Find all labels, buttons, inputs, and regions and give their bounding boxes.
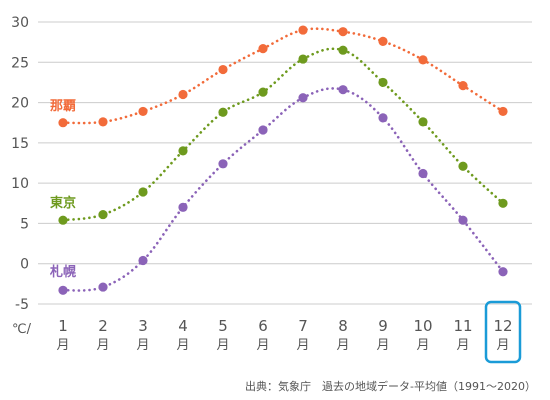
series-label: 札幌 bbox=[49, 264, 76, 280]
series-layer bbox=[58, 25, 508, 295]
x-tick-unit: 月 bbox=[416, 338, 429, 353]
data-point bbox=[338, 85, 348, 95]
grid bbox=[38, 21, 532, 305]
x-tick-label: 10 bbox=[413, 317, 432, 335]
x-tick-label: 2 bbox=[98, 317, 108, 335]
source-note: 出典：気象庁 過去の地域データ-平均値（1991〜2020） bbox=[245, 379, 536, 393]
data-point bbox=[458, 161, 468, 171]
data-point bbox=[378, 113, 388, 123]
data-point bbox=[458, 81, 468, 91]
x-tick-unit: 月 bbox=[456, 338, 469, 353]
data-point bbox=[298, 25, 308, 35]
data-point bbox=[378, 77, 388, 88]
series-label: 東京 bbox=[50, 195, 76, 211]
series-line bbox=[61, 47, 505, 222]
y-tick-label: 10 bbox=[11, 176, 29, 192]
series-2 bbox=[58, 45, 508, 225]
data-point bbox=[218, 159, 228, 169]
data-point bbox=[178, 89, 188, 100]
data-point bbox=[58, 285, 68, 295]
data-point bbox=[258, 125, 268, 135]
data-point bbox=[338, 45, 348, 55]
data-point bbox=[298, 93, 308, 103]
x-axis-ticks: 1 月 2 月 3 月 4 月 5 月 6 月 7 月 8 月 9 月 10 月 11 月 12 月 bbox=[56, 317, 512, 353]
data-point bbox=[98, 282, 108, 292]
x-tick-unit: 月 bbox=[256, 338, 269, 353]
x-tick-unit: 月 bbox=[296, 338, 309, 353]
y-axis-ticks: 30 25 20 15 10 5 0 -5 bbox=[11, 15, 29, 313]
x-tick-unit: 月 bbox=[96, 338, 109, 353]
data-point bbox=[138, 187, 148, 197]
data-point bbox=[258, 87, 268, 97]
highlight-box bbox=[484, 300, 522, 364]
x-tick-label: 5 bbox=[218, 317, 228, 335]
x-tick-label: 6 bbox=[258, 317, 268, 335]
data-point bbox=[218, 64, 228, 75]
y-tick-label: -5 bbox=[15, 297, 29, 313]
x-tick-unit: 月 bbox=[56, 338, 69, 353]
data-point bbox=[258, 43, 268, 54]
highlight-layer bbox=[484, 300, 522, 364]
x-tick-label: 4 bbox=[178, 317, 188, 335]
series-3 bbox=[58, 85, 508, 295]
x-tick-label: 8 bbox=[338, 317, 348, 335]
x-tick-unit: 月 bbox=[376, 338, 389, 353]
data-point bbox=[418, 168, 428, 179]
x-tick-unit: 月 bbox=[336, 338, 349, 353]
y-tick-label: 0 bbox=[20, 257, 29, 273]
data-point bbox=[458, 215, 468, 225]
data-point bbox=[58, 118, 68, 128]
data-point bbox=[58, 215, 68, 225]
data-point bbox=[298, 54, 308, 64]
series-line bbox=[61, 87, 505, 292]
y-tick-label: 20 bbox=[11, 96, 29, 112]
x-tick-unit: 月 bbox=[176, 338, 189, 353]
data-point bbox=[338, 27, 348, 37]
data-point bbox=[498, 267, 508, 277]
series-1 bbox=[58, 25, 508, 128]
x-tick-unit: 月 bbox=[136, 338, 149, 353]
y-unit-label: ℃/ bbox=[12, 322, 32, 337]
x-tick-label: 9 bbox=[378, 317, 388, 335]
data-point bbox=[418, 117, 428, 127]
y-tick-label: 5 bbox=[20, 216, 29, 232]
x-tick-label: 7 bbox=[298, 317, 308, 335]
x-tick-label: 3 bbox=[138, 317, 148, 335]
x-tick-unit: 月 bbox=[216, 338, 229, 353]
x-tick-label: 1 bbox=[58, 317, 68, 335]
series-label: 那覇 bbox=[50, 99, 76, 114]
data-point bbox=[98, 117, 108, 127]
data-point bbox=[138, 106, 148, 117]
data-point bbox=[498, 198, 508, 208]
y-tick-label: 15 bbox=[11, 136, 29, 152]
data-point bbox=[98, 209, 108, 220]
y-tick-label: 30 bbox=[11, 15, 29, 31]
data-point bbox=[418, 55, 428, 65]
data-point bbox=[138, 255, 148, 266]
data-point bbox=[178, 146, 188, 156]
x-tick-unit: 月 bbox=[496, 338, 509, 353]
data-point bbox=[178, 202, 188, 212]
x-tick-label: 12 bbox=[493, 317, 512, 335]
data-point bbox=[218, 107, 228, 117]
data-point bbox=[378, 36, 388, 46]
y-tick-label: 25 bbox=[11, 55, 29, 71]
x-tick-label: 11 bbox=[453, 317, 472, 335]
data-point bbox=[498, 106, 508, 117]
